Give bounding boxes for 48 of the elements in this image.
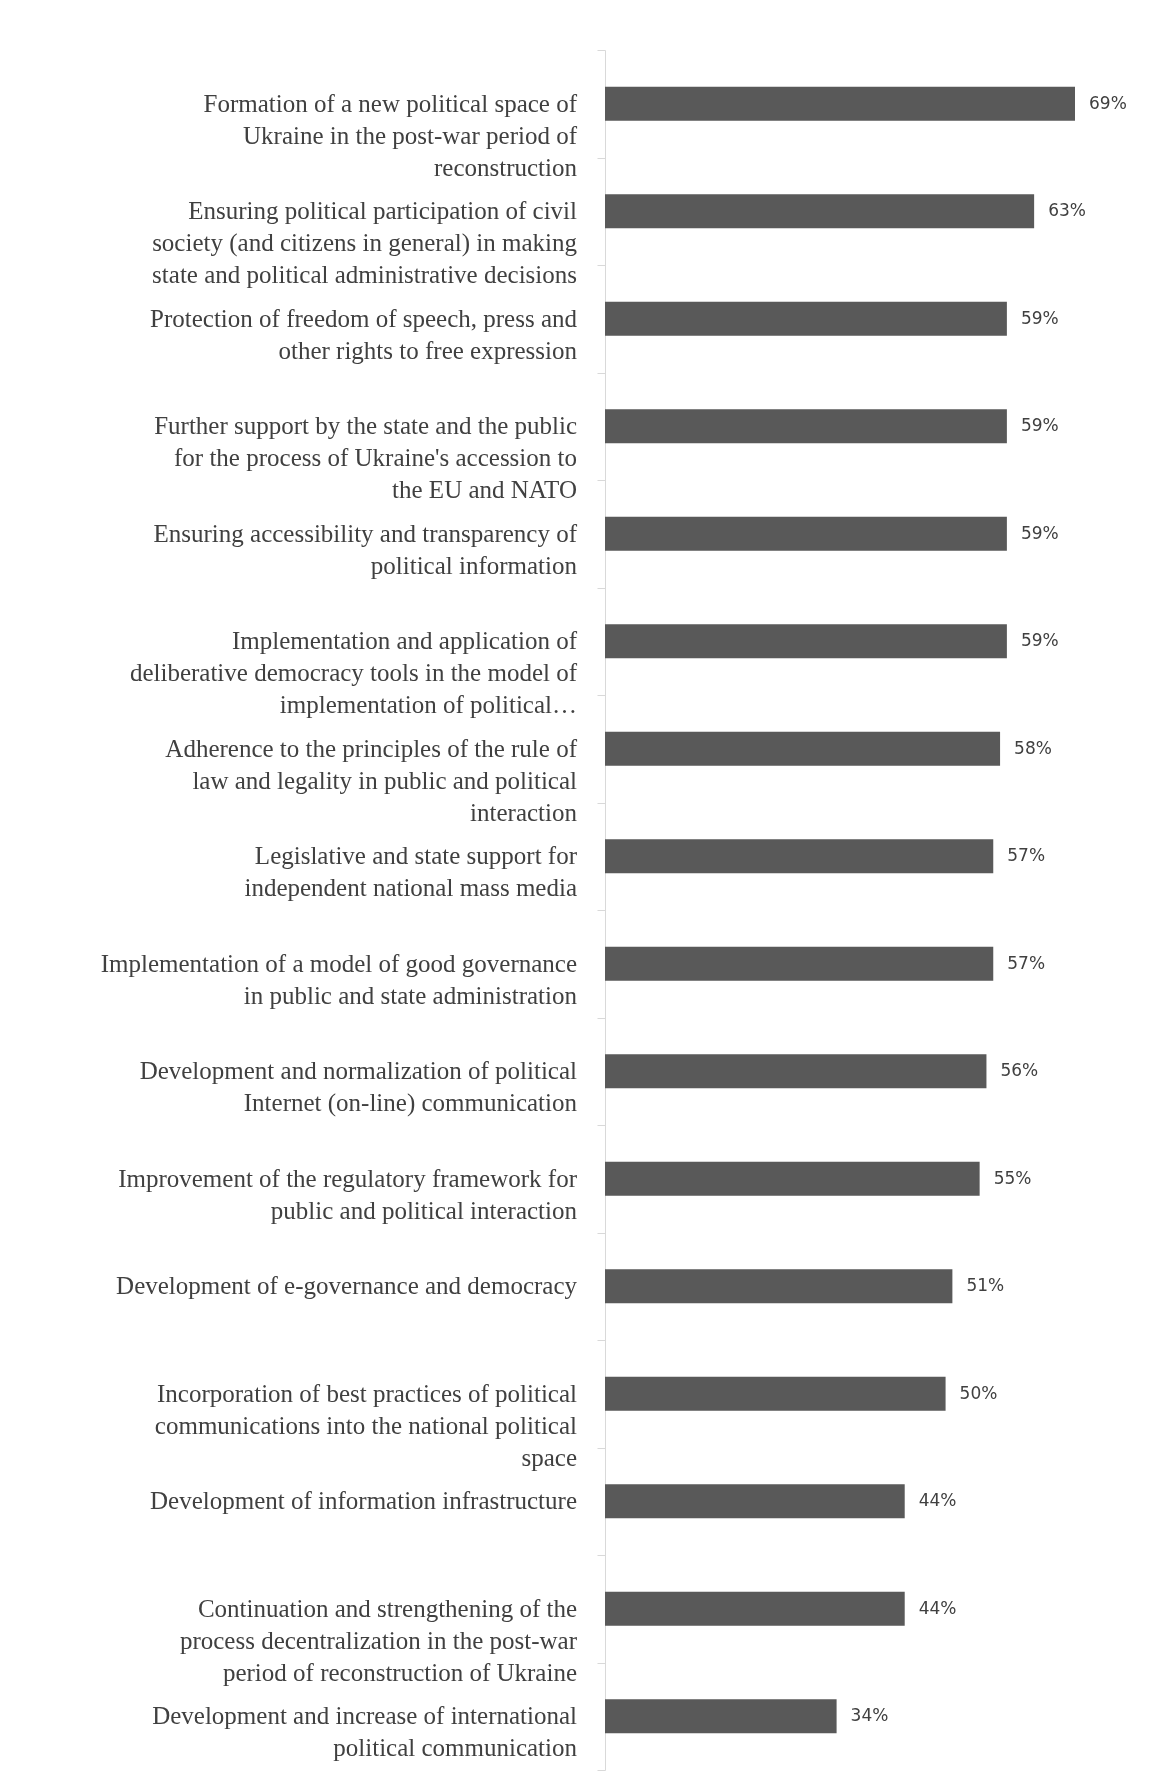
y-tick-label: Protection of freedom of speech, press and other rights to free expression: [150, 304, 578, 364]
data-label: 59%: [1020, 415, 1059, 436]
y-tick-label: Legislative and state support for independent national mass media: [244, 842, 578, 902]
bar: [605, 1376, 946, 1411]
data-label: 59%: [1020, 522, 1059, 543]
bar: [605, 839, 994, 874]
bar: [605, 86, 1075, 121]
y-tick-label: Improvement of the regulatory framework for public and political interaction: [118, 1164, 578, 1224]
data-label: 50%: [959, 1382, 998, 1403]
data-label: 59%: [1020, 307, 1059, 328]
data-label: 34%: [850, 1705, 889, 1726]
y-tick-label: Implementation and application of deliberative democracy tools in the model of implementation of political…: [129, 627, 578, 719]
y-tick-label: Incorporation of best practices of political communications into the national political space: [154, 1379, 578, 1471]
data-label: 57%: [1007, 952, 1046, 973]
bar: [605, 409, 1007, 444]
y-tick-label: Adherence to the principles of the rule of law and legality in public and political interaction: [165, 734, 578, 826]
bar: [605, 1591, 905, 1626]
data-label: 44%: [918, 1597, 957, 1618]
data-label: 59%: [1020, 630, 1059, 651]
data-label: 55%: [993, 1167, 1032, 1188]
bar: [605, 1161, 980, 1196]
bar: [605, 194, 1035, 229]
y-tick-label: Development and normalization of political Internet (on-line) communication: [139, 1057, 578, 1118]
y-tick-label: Development of e-governance and democracy: [116, 1272, 578, 1300]
data-label: 63%: [1048, 200, 1086, 221]
bar: [605, 1269, 953, 1304]
bar: [605, 946, 994, 981]
data-label: 44%: [918, 1490, 957, 1511]
y-tick-label: Continuation and strengthening of the process decentralization in the post-war period of reconstruction of Ukraine: [179, 1594, 578, 1686]
y-tick-label: Ensuring accessibility and transparency of political information: [153, 519, 578, 579]
data-label: 56%: [1000, 1060, 1039, 1081]
bar: [605, 301, 1007, 336]
y-tick-label: Ensuring political participation of civil society (and citizens in general) in making state and political administrative decisions: [152, 197, 578, 289]
bar: [605, 1054, 987, 1089]
y-tick-label: Development and increase of international political communication: [152, 1702, 578, 1762]
data-label: 51%: [966, 1275, 1005, 1296]
data-label: 57%: [1007, 845, 1046, 866]
data-label: 69%: [1089, 92, 1127, 113]
data-label: 58%: [1014, 737, 1052, 758]
bar: [605, 731, 1001, 766]
y-tick-label: Formation of a new political space of Ukraine in the post-war period of reconstruction: [203, 89, 578, 181]
y-tick-label: Development of information infrastructure: [150, 1487, 577, 1515]
bar: [605, 516, 1007, 551]
y-tick-label: Implementation of a model of good governance in public and state administration: [100, 949, 578, 1009]
bar: [605, 1699, 837, 1734]
bar: [605, 624, 1007, 659]
y-tick-label: Further support by the state and the public for the process of Ukraine's accession to the EU and NATO: [154, 412, 577, 504]
bar: [605, 1484, 905, 1519]
